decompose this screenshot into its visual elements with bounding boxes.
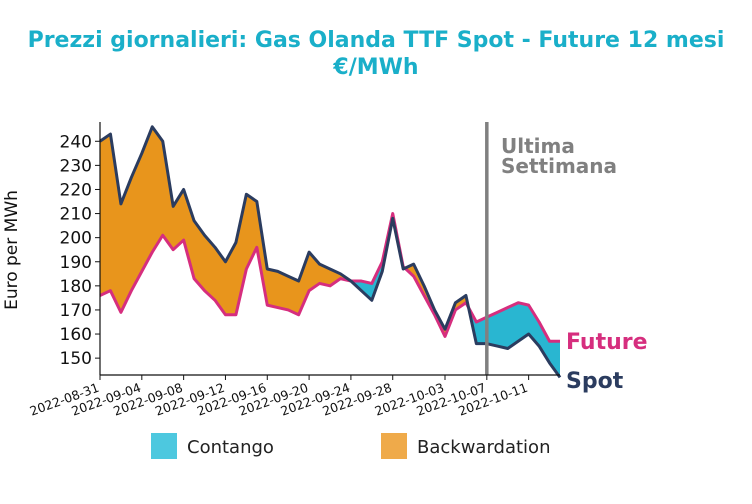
annotation-label-line2: Settimana [501, 154, 617, 178]
y-tick-label: 230 [60, 156, 92, 176]
spot-line [99, 125, 562, 379]
contango-area [468, 302, 560, 378]
legend-label-contango: Contango [187, 437, 274, 458]
y-tick-label: 240 [60, 132, 92, 152]
annotation-label-line1: Ultima [501, 134, 575, 158]
y-tick-label: 190 [60, 253, 92, 273]
legend-swatch-backwardation [381, 433, 407, 459]
chart-title-line1: Prezzi giornalieri: Gas Olanda TTF Spot … [28, 28, 725, 53]
fill-layer [100, 126, 560, 378]
backwardation-area [100, 126, 351, 315]
y-tick-label: 200 [60, 229, 92, 249]
line-layer [99, 122, 562, 379]
spot-series-label: Spot [566, 369, 624, 394]
y-axis-label: Euro per MWh [2, 190, 22, 310]
y-tick-label: 160 [60, 325, 92, 345]
legend-swatch-contango [151, 433, 177, 459]
legend-label-backwardation: Backwardation [417, 437, 550, 458]
y-tick-label: 210 [60, 205, 92, 225]
y-tick-label: 220 [60, 180, 92, 200]
future-line [99, 212, 560, 343]
y-tick-label: 150 [60, 349, 92, 369]
y-tick-label: 170 [60, 301, 92, 321]
chart-title-line2: €/MWh [332, 55, 418, 80]
future-series-label: Future [566, 330, 648, 355]
y-tick-label: 180 [60, 277, 92, 297]
